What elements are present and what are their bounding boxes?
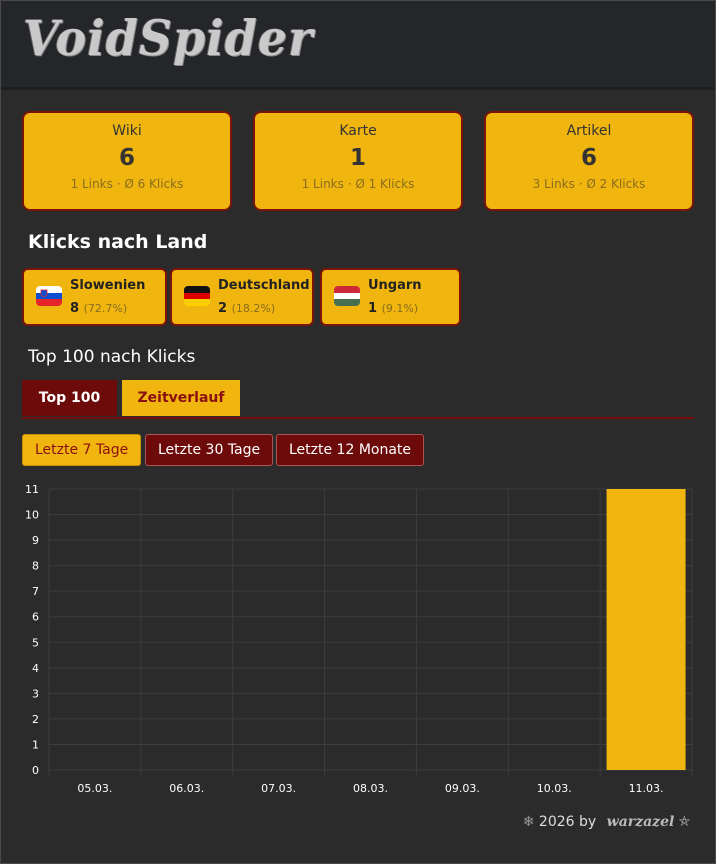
y-tick-label: 10 [25,509,39,522]
x-tick-label: 06.03. [169,782,204,795]
range-12-months-button[interactable]: Letzte 12 Monate [276,434,425,466]
site-footer: ❄ 2026 by warzazel ⛤ [523,814,690,830]
stat-card-title: Wiki [112,123,142,139]
country-name: Deutschland [218,278,310,293]
stat-card-wiki: Wiki 6 1 Links · Ø 6 Klicks [22,111,232,211]
x-tick-label: 11.03. [629,782,664,795]
clicks-chart-svg: 0 1 2 3 4 5 6 7 8 9 10 11 05.03. 06.03. 07.03. 08.03. 09… [25,483,693,795]
y-tick-label: 8 [32,560,39,573]
y-tick-label: 5 [32,636,39,649]
snowflake-icon: ❄ [522,814,535,830]
footer-text: 2026 by [538,814,597,830]
country-percent: (9.1%) [381,302,419,315]
stat-card-value: 1 [349,145,366,171]
y-tick-label: 3 [32,687,39,700]
countries-heading: Klicks nach Land [28,231,208,253]
y-tick-label: 6 [32,611,39,624]
stat-card-title: Karte [339,123,377,139]
slovenia-flag-icon [36,286,62,306]
country-count-value: 8 [70,301,80,316]
y-tick-label: 7 [32,585,39,598]
tab-zeitverlauf[interactable]: Zeitverlauf [122,380,240,416]
x-tick-label: 10.03. [537,782,572,795]
y-tick-label: 4 [32,662,39,675]
country-name: Slowenien [70,278,146,293]
germany-flag-icon [184,286,210,306]
x-tick-label: 05.03. [77,782,112,795]
stat-card-value: 6 [580,145,597,171]
country-card-slowenien: Slowenien 8 (72.7%) [22,268,167,326]
pentagram-icon: ⛤ [678,814,690,830]
tab-top-100[interactable]: Top 100 [22,380,117,416]
stat-card-karte: Karte 1 1 Links · Ø 1 Klicks [253,111,463,211]
y-tick-label: 0 [32,764,39,777]
range-7-days-button[interactable]: Letzte 7 Tage [22,434,142,466]
country-percent: (18.2%) [231,302,276,315]
country-name: Ungarn [368,278,422,293]
stat-card-subtext: 3 Links · Ø 2 Klicks [532,177,646,191]
hungary-flag-icon [334,286,360,306]
site-logo[interactable]: VoidSpider [23,9,314,67]
footer-brand[interactable]: warzazel [606,814,675,830]
country-count: 1 (9.1%) [368,301,418,316]
country-card-deutschland: Deutschland 2 (18.2%) [170,268,314,326]
clicks-chart: 0 1 2 3 4 5 6 7 8 9 10 11 05.03. 06.03. 07.03. 08.03. 09… [22,478,698,798]
stat-card-value: 6 [118,145,135,171]
country-count: 2 (18.2%) [218,301,275,316]
country-count: 8 (72.7%) [70,301,127,316]
y-tick-label: 9 [32,534,39,547]
stat-card-subtext: 1 Links · Ø 1 Klicks [301,177,415,191]
x-tick-label: 08.03. [353,782,388,795]
country-percent: (72.7%) [83,302,128,315]
stat-card-title: Artikel [566,123,612,139]
country-count-value: 1 [368,301,378,316]
view-tabs: Top 100 Zeitverlauf [22,380,694,419]
country-card-ungarn: Ungarn 1 (9.1%) [320,268,461,326]
x-tick-label: 09.03. [445,782,480,795]
site-header: VoidSpider [1,1,715,90]
range-30-days-button[interactable]: Letzte 30 Tage [145,434,274,466]
top-heading: Top 100 nach Klicks [28,347,196,367]
country-count-value: 2 [218,301,228,316]
stat-card-subtext: 1 Links · Ø 6 Klicks [70,177,184,191]
stat-card-artikel: Artikel 6 3 Links · Ø 2 Klicks [484,111,694,211]
bar [606,489,686,770]
y-tick-label: 1 [32,738,39,751]
y-tick-label: 2 [32,713,39,726]
y-tick-label: 11 [25,483,39,496]
x-tick-label: 07.03. [261,782,296,795]
